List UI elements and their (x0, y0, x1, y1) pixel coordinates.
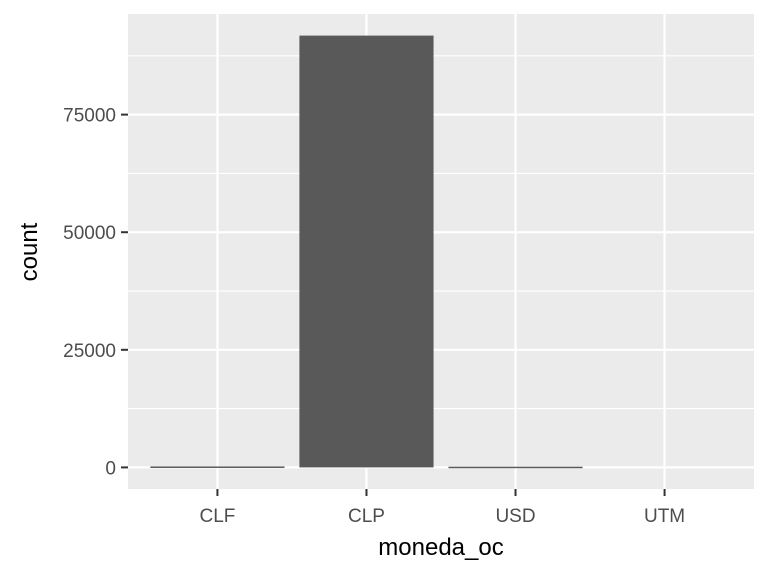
y-tick-label: 50000 (63, 223, 116, 244)
bars (150, 35, 583, 469)
x-tick-label: CLP (348, 506, 385, 527)
y-tick-label: 0 (105, 458, 116, 479)
x-axis-title: moneda_oc (378, 534, 503, 561)
x-tick-label: UTM (644, 506, 685, 527)
x-axis: CLF CLP USD UTM (199, 489, 685, 527)
y-tick-label: 25000 (63, 341, 116, 362)
plot-panel (128, 14, 754, 489)
y-axis-title: count (16, 222, 43, 281)
x-tick-label: USD (495, 506, 535, 527)
y-tick-label: 75000 (63, 106, 116, 127)
minor-gridlines (128, 55, 754, 410)
bar-usd (448, 466, 583, 469)
bar-clp (299, 35, 434, 468)
x-tick-label: CLF (199, 506, 235, 527)
y-axis: 0 25000 50000 75000 (63, 106, 128, 479)
bar-clf (150, 466, 285, 468)
